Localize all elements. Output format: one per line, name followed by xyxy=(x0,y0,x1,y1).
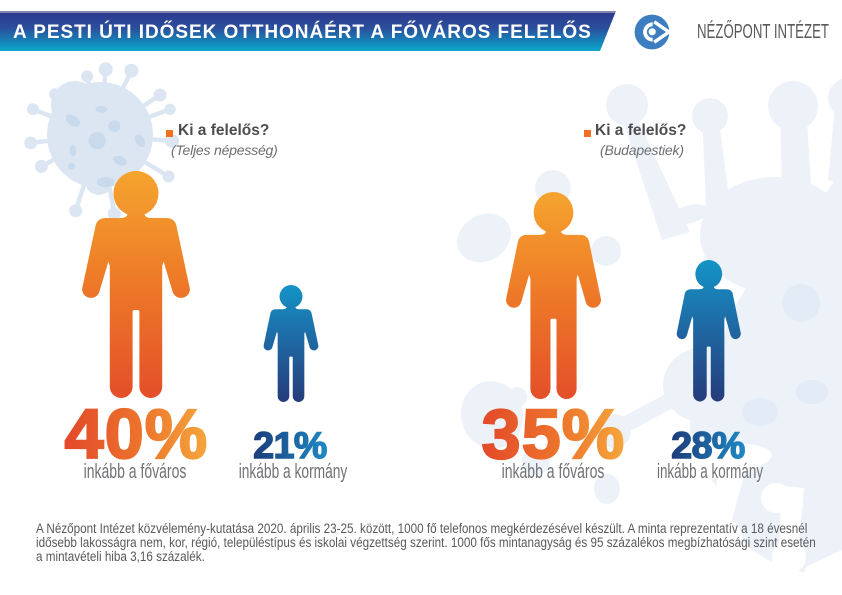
svg-text:40%: 40% xyxy=(65,395,209,473)
svg-text:35%: 35% xyxy=(482,395,626,473)
svg-text:21%: 21% xyxy=(253,424,327,466)
svg-text:28%: 28% xyxy=(671,424,745,466)
